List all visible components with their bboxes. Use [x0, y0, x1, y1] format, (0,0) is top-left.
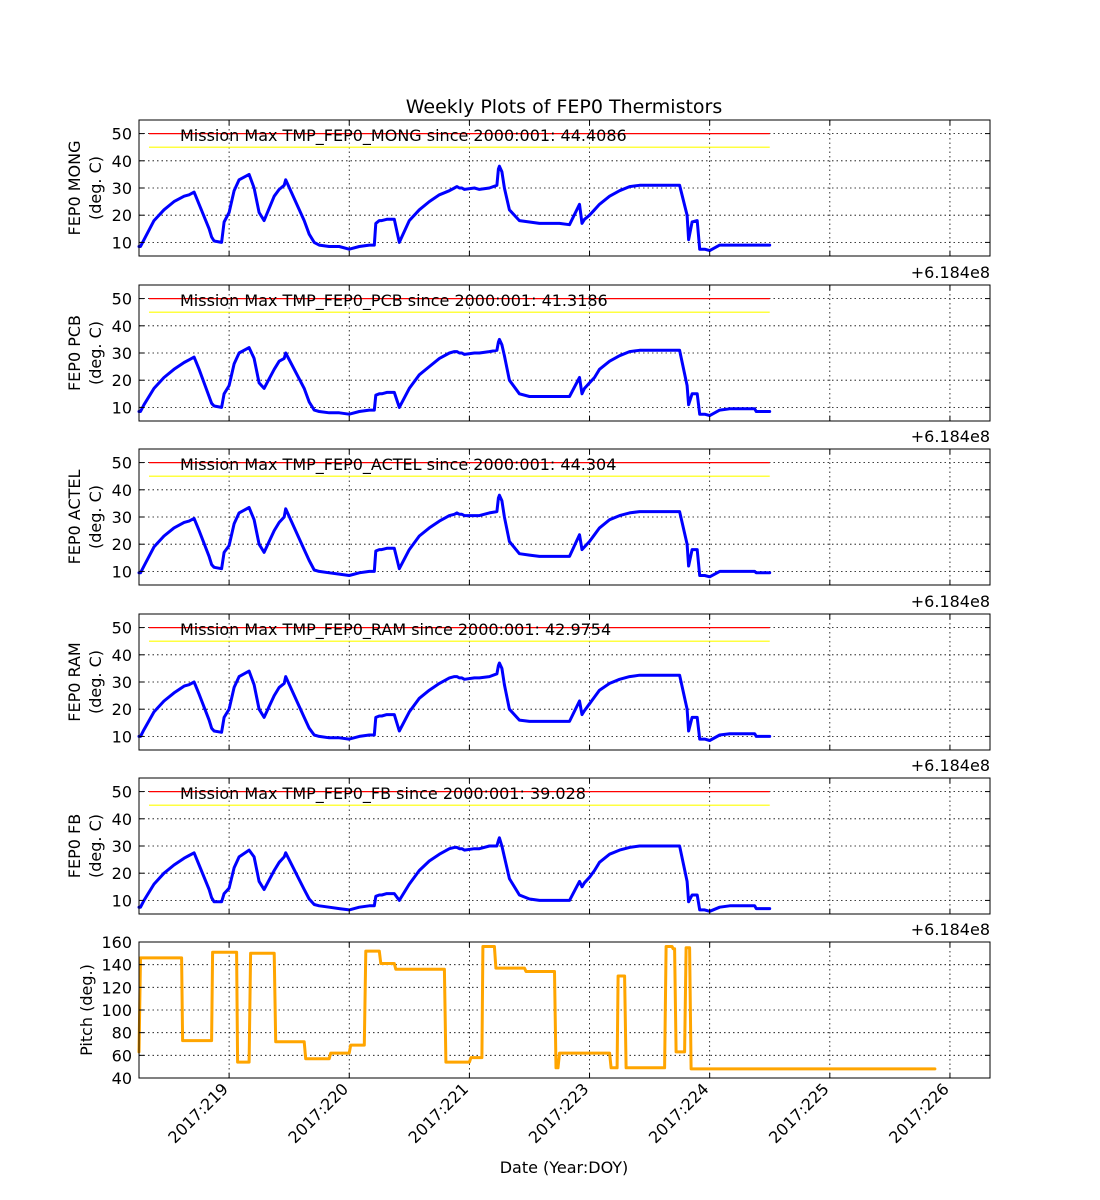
y-tick-label: 140 [101, 956, 132, 975]
x-offset-label: +6.184e8 [911, 592, 990, 611]
x-axis-label: Date (Year:DOY) [500, 1158, 629, 1177]
mission-max-annotation: Mission Max TMP_FEP0_RAM since 2000:001:… [180, 620, 611, 640]
chart-title: Weekly Plots of FEP0 Thermistors [406, 96, 723, 118]
y-tick-label: 20 [112, 371, 132, 390]
pitch-line [137, 945, 937, 1071]
y-tick-label: 10 [112, 891, 132, 910]
y-axis-label: FEP0 PCB [65, 315, 84, 391]
y-tick-label: 100 [101, 1001, 132, 1020]
y-tick-label: 10 [112, 398, 132, 417]
y-axis-unit-label: (deg. C) [86, 321, 105, 385]
y-tick-label: 30 [112, 344, 132, 363]
y-tick-label: 160 [101, 933, 132, 952]
y-tick-label: 60 [112, 1046, 132, 1065]
y-axis-label: Pitch (deg.) [77, 964, 96, 1056]
y-tick-label: 30 [112, 508, 132, 527]
mission-max-annotation: Mission Max TMP_FEP0_PCB since 2000:001:… [180, 291, 608, 311]
mission-max-annotation: Mission Max TMP_FEP0_MONG since 2000:001… [180, 126, 627, 146]
y-axis-label: FEP0 RAM [65, 642, 84, 721]
y-axis-label: FEP0 FB [65, 814, 84, 878]
y-tick-label: 50 [112, 290, 132, 309]
y-tick-label: 20 [112, 864, 132, 883]
y-tick-label: 40 [112, 810, 132, 829]
temperature-line [137, 164, 772, 253]
panel-3: 10 20 30 40 50 FEP0 RAM (deg. C) Mission Max TM… [65, 592, 991, 751]
panel-1: 10 20 30 40 50 FEP0 PCB (deg. C) Mission Max TM… [65, 263, 991, 422]
mission-max-annotation: Mission Max TMP_FEP0_FB since 2000:001: … [180, 784, 586, 804]
x-offset-label: +6.184e8 [911, 920, 990, 939]
panel-2: 10 20 30 40 50 FEP0 ACTEL (deg. C) Mission Max … [65, 427, 991, 586]
temperature-line [137, 493, 772, 579]
y-tick-label: 120 [101, 978, 132, 997]
y-tick-label: 50 [112, 125, 132, 144]
y-tick-label: 50 [112, 783, 132, 802]
y-axis-unit-label: (deg. C) [86, 814, 105, 878]
y-tick-label: 20 [112, 535, 132, 554]
y-tick-label: 30 [112, 673, 132, 692]
y-tick-label: 30 [112, 837, 132, 856]
y-tick-label: 80 [112, 1024, 132, 1043]
y-tick-label: 50 [112, 454, 132, 473]
y-tick-label: 40 [112, 646, 132, 665]
y-tick-label: 40 [112, 481, 132, 500]
y-axis-label: FEP0 ACTEL [65, 469, 84, 564]
y-axis-unit-label: (deg. C) [86, 485, 105, 549]
y-tick-label: 40 [112, 317, 132, 336]
y-axis-label: FEP0 MONG [65, 141, 84, 236]
y-tick-label: 10 [112, 562, 132, 581]
temperature-line [137, 337, 772, 418]
y-axis-unit-label: (deg. C) [86, 156, 105, 220]
x-offset-label: +6.184e8 [911, 756, 990, 775]
mission-max-annotation: Mission Max TMP_FEP0_ACTEL since 2000:00… [180, 455, 616, 475]
x-offset-label: +6.184e8 [911, 263, 990, 282]
panel-4: 10 20 30 40 50 FEP0 FB (deg. C) Mission Max TMP… [65, 756, 991, 915]
panel-5: 40 60 80 100 120 140 160 Pitch (deg.) +6.184e8 [77, 920, 991, 1088]
y-tick-label: 20 [112, 206, 132, 225]
x-offset-label: +6.184e8 [911, 427, 990, 446]
y-tick-label: 40 [112, 1069, 132, 1088]
y-tick-label: 30 [112, 179, 132, 198]
temperature-line [137, 836, 772, 913]
y-tick-label: 10 [112, 233, 132, 252]
y-tick-label: 50 [112, 619, 132, 638]
y-axis-unit-label: (deg. C) [86, 650, 105, 714]
temperature-line [137, 661, 772, 742]
y-tick-label: 10 [112, 727, 132, 746]
panel-0: 10 20 30 40 50 FEP0 MONG (deg. C) Mission Max T… [65, 119, 991, 257]
y-tick-label: 40 [112, 152, 132, 171]
y-tick-label: 20 [112, 700, 132, 719]
